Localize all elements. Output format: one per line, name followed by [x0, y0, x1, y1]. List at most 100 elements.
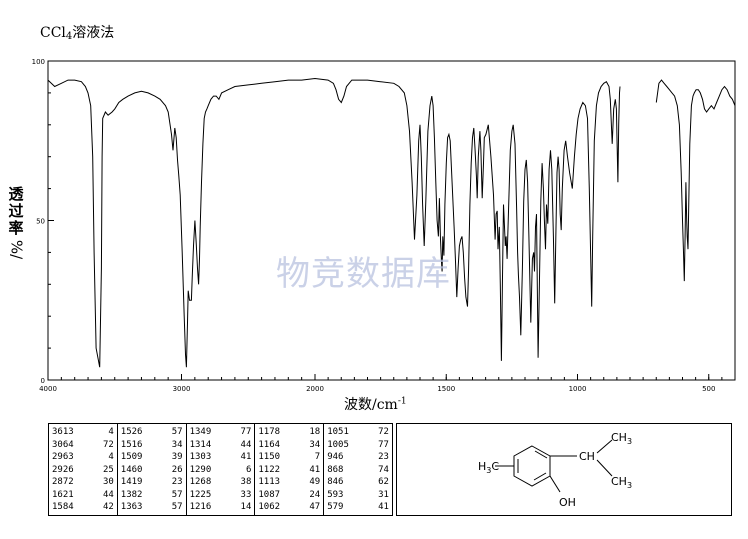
peak-wavenumber: 946 — [327, 452, 344, 462]
peak-row: 1164 34 — [258, 439, 320, 452]
peak-wavenumber: 1526 — [120, 427, 143, 437]
y-tick-label: 100 — [32, 58, 45, 66]
peak-transmittance: 44 — [102, 489, 114, 500]
peak-transmittance: 62 — [378, 477, 389, 487]
peak-row: 1178 18 — [258, 426, 320, 439]
peak-row: 1303 41 — [190, 451, 252, 464]
peak-transmittance: 18 — [309, 427, 321, 437]
peak-wavenumber: 2926 — [52, 464, 74, 475]
y-axis-label: 透过率 %/ — [7, 185, 26, 260]
peak-transmittance: 41 — [240, 452, 252, 462]
peak-transmittance: 44 — [240, 439, 252, 450]
peak-wavenumber: 2872 — [52, 477, 74, 487]
peak-column: 1178 18 1164 34 1150 7 1122 41 1113 49 1087 24 1062 4… — [255, 424, 325, 515]
peak-wavenumber: 1087 — [258, 489, 281, 500]
peak-wavenumber: 1164 — [258, 439, 281, 450]
x-axis-label: 波数/cm-1 — [344, 396, 407, 413]
plot-frame — [47, 60, 736, 381]
peak-row: 2872 30 — [52, 476, 114, 489]
peak-row: 1113 49 — [258, 476, 320, 489]
peak-row: 1150 7 — [258, 451, 320, 464]
peak-wavenumber: 3064 — [52, 439, 74, 450]
peak-wavenumber: 1005 — [327, 439, 349, 450]
peak-wavenumber: 1363 — [120, 502, 143, 512]
hydroxyl-label: OH — [559, 496, 576, 509]
peak-wavenumber: 1178 — [258, 427, 281, 437]
peak-column: 1526 57 1516 34 1509 39 1460 26 1419 23 1382 57 1363… — [118, 424, 187, 515]
peak-transmittance: 4 — [108, 427, 114, 437]
peak-wavenumber: 1062 — [258, 502, 281, 512]
peak-row: 593 31 — [327, 489, 389, 502]
peak-transmittance: 57 — [171, 427, 183, 437]
peak-row: 1051 72 — [327, 426, 389, 439]
peak-wavenumber: 868 — [327, 464, 344, 475]
peak-wavenumber: 1225 — [189, 489, 212, 500]
peak-column: 1051 72 1005 77 946 23 868 74 846 62 593 31 579 41 — [324, 424, 392, 515]
peak-row: 1584 42 — [52, 501, 114, 514]
peak-row: 2926 25 — [52, 464, 114, 477]
peak-transmittance: 49 — [309, 477, 321, 487]
peak-table: 3613 4 3064 72 2963 4 2926 25 2872 30 1621 44 1584 42… — [48, 423, 393, 516]
peak-row: 1621 44 — [52, 489, 114, 502]
peak-wavenumber: 1268 — [189, 477, 212, 487]
peak-transmittance: 72 — [378, 427, 389, 437]
x-tick-label: 3000 — [173, 385, 191, 393]
peak-transmittance: 39 — [171, 452, 183, 462]
peak-row: 1268 38 — [190, 476, 252, 489]
peak-row: 1526 57 — [121, 426, 183, 439]
peak-column: 3613 4 3064 72 2963 4 2926 25 2872 30 1621 44 1584 42 — [49, 424, 118, 515]
peak-wavenumber: 1290 — [189, 464, 212, 475]
y-tick-label: 50 — [36, 218, 45, 226]
x-tick-label: 2000 — [306, 385, 324, 393]
peak-row: 1419 23 — [121, 476, 183, 489]
peak-transmittance: 34 — [309, 439, 321, 450]
peak-row: 1363 57 — [121, 501, 183, 514]
peak-transmittance: 24 — [309, 489, 321, 500]
x-tick-label: 500 — [702, 385, 715, 393]
x-axis: 4000 3000 2000 1500 1000 500 — [39, 374, 723, 393]
peak-row: 946 23 — [327, 451, 389, 464]
spectrum-line — [47, 77, 621, 368]
peak-wavenumber: 1349 — [189, 427, 212, 437]
peak-row: 1062 47 — [258, 501, 320, 514]
x-tick-label: 4000 — [39, 385, 57, 393]
peak-wavenumber: 1216 — [189, 502, 212, 512]
ir-spectrum-chart: 4000 3000 2000 1500 1000 500 0 50 100 — [32, 58, 736, 393]
peak-row: 1087 24 — [258, 489, 320, 502]
peak-transmittance: 31 — [378, 489, 389, 500]
structure-panel: H3C CH CH3 CH3 OH — [396, 423, 732, 516]
peak-transmittance: 77 — [240, 427, 252, 437]
peak-transmittance: 57 — [171, 489, 183, 500]
peak-row: 3064 72 — [52, 439, 114, 452]
peak-wavenumber: 1303 — [189, 452, 212, 462]
spectrum-series — [47, 77, 736, 368]
peak-row: 1005 77 — [327, 439, 389, 452]
peak-transmittance: 23 — [378, 452, 389, 462]
molecule-structure: H3C CH CH3 CH3 OH — [478, 431, 632, 509]
peak-transmittance: 26 — [171, 464, 183, 475]
page-title: CCl4溶液法 — [40, 25, 115, 42]
peak-wavenumber: 1113 — [258, 477, 281, 487]
peak-wavenumber: 1314 — [189, 439, 212, 450]
peak-wavenumber: 1621 — [52, 489, 74, 500]
peak-wavenumber: 1516 — [120, 439, 143, 450]
peak-wavenumber: 1509 — [120, 452, 143, 462]
peak-transmittance: 25 — [102, 464, 114, 475]
y-axis: 0 50 100 — [32, 58, 54, 385]
peak-row: 1509 39 — [121, 451, 183, 464]
ch3-bottom-label: CH3 — [611, 475, 632, 490]
peak-transmittance: 38 — [240, 477, 252, 487]
peak-transmittance: 14 — [240, 502, 252, 512]
peak-row: 1382 57 — [121, 489, 183, 502]
peak-wavenumber: 846 — [327, 477, 344, 487]
peak-row: 1516 34 — [121, 439, 183, 452]
peak-row: 1290 6 — [190, 464, 252, 477]
peak-row: 1314 44 — [190, 439, 252, 452]
peak-transmittance: 47 — [309, 502, 321, 512]
peak-wavenumber: 1584 — [52, 502, 74, 512]
peak-row: 846 62 — [327, 476, 389, 489]
peak-wavenumber: 579 — [327, 502, 344, 512]
peak-row: 1216 14 — [190, 501, 252, 514]
peak-transmittance: 4 — [108, 452, 114, 462]
peak-transmittance: 7 — [314, 452, 321, 462]
